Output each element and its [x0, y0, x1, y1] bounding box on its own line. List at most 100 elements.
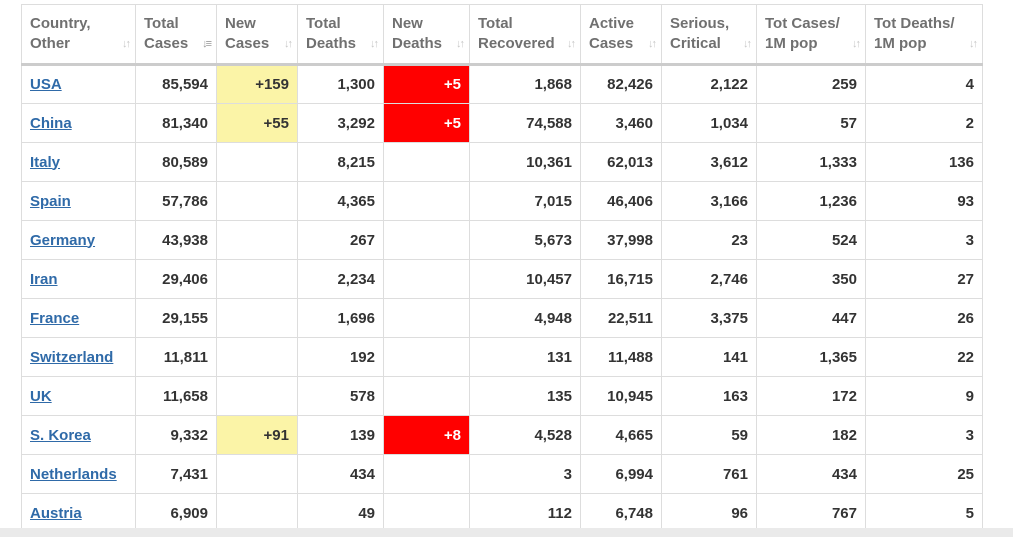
cell-total-cases: 7,431	[136, 455, 217, 494]
sort-icon[interactable]: ↓↑	[969, 34, 976, 54]
cell-tot-deaths-1m: 136	[866, 143, 983, 182]
cell-active-cases: 37,998	[581, 221, 662, 260]
cell-total-cases: 43,938	[136, 221, 217, 260]
sort-icon[interactable]: ↓↑	[122, 34, 129, 54]
cell-tot-cases-1m: 259	[757, 65, 866, 104]
cell-total-recovered: 4,948	[470, 299, 581, 338]
column-header-tot-cases-1m[interactable]: Tot Cases/ 1M pop ↓↑	[757, 5, 866, 65]
cell-active-cases: 10,945	[581, 377, 662, 416]
cell-tot-cases-1m: 1,365	[757, 338, 866, 377]
cell-country: Spain	[22, 182, 136, 221]
cell-total-recovered: 1,868	[470, 65, 581, 104]
cell-country: Netherlands	[22, 455, 136, 494]
country-link[interactable]: Spain	[30, 193, 71, 210]
table-row: Netherlands 7,431 434 3 6,994 761 434 25	[22, 455, 983, 494]
column-header-tot-deaths-1m[interactable]: Tot Deaths/ 1M pop ↓↑	[866, 5, 983, 65]
cell-total-cases: 9,332	[136, 416, 217, 455]
country-link[interactable]: Germany	[30, 232, 95, 249]
cell-total-deaths: 1,300	[298, 65, 384, 104]
covid-stats-table: Country, Other ↓↑ Total Cases ↓≡ New Cases ↓↑…	[21, 4, 983, 533]
cell-serious-critical: 59	[662, 416, 757, 455]
sort-icon[interactable]: ↓↑	[648, 34, 655, 54]
cell-new-cases	[217, 260, 298, 299]
cell-tot-cases-1m: 447	[757, 299, 866, 338]
country-link[interactable]: UK	[30, 388, 52, 405]
sort-icon[interactable]: ↓↑	[743, 34, 750, 54]
table-row: Germany 43,938 267 5,673 37,998 23 524 3	[22, 221, 983, 260]
cell-total-deaths: 49	[298, 494, 384, 533]
cell-total-cases: 29,155	[136, 299, 217, 338]
country-link[interactable]: Iran	[30, 271, 58, 288]
cell-total-deaths: 2,234	[298, 260, 384, 299]
sort-icon[interactable]: ↓↑	[852, 34, 859, 54]
covid-stats-table-container: Country, Other ↓↑ Total Cases ↓≡ New Cases ↓↑…	[21, 4, 982, 533]
column-header-label: Serious, Critical	[670, 15, 729, 52]
table-row: S. Korea 9,332 +91 139 +8 4,528 4,665 59 182 3	[22, 416, 983, 455]
table-row: UK 11,658 578 135 10,945 163 172 9	[22, 377, 983, 416]
cell-tot-deaths-1m: 25	[866, 455, 983, 494]
country-link[interactable]: Netherlands	[30, 466, 117, 483]
cell-total-deaths: 192	[298, 338, 384, 377]
column-header-total-deaths[interactable]: Total Deaths ↓↑	[298, 5, 384, 65]
column-header-country[interactable]: Country, Other ↓↑	[22, 5, 136, 65]
cell-country: France	[22, 299, 136, 338]
sort-icon[interactable]: ↓↑	[284, 34, 291, 54]
column-header-new-cases[interactable]: New Cases ↓↑	[217, 5, 298, 65]
table-row: Switzerland 11,811 192 131 11,488 141 1,365 22	[22, 338, 983, 377]
sort-descending-icon[interactable]: ↓≡	[202, 34, 210, 54]
cell-tot-cases-1m: 57	[757, 104, 866, 143]
column-header-total-cases[interactable]: Total Cases ↓≡	[136, 5, 217, 65]
cell-active-cases: 22,511	[581, 299, 662, 338]
column-header-label: Total Cases	[144, 15, 188, 52]
cell-country: UK	[22, 377, 136, 416]
cell-active-cases: 46,406	[581, 182, 662, 221]
cell-total-deaths: 8,215	[298, 143, 384, 182]
cell-total-recovered: 3	[470, 455, 581, 494]
column-header-label: Tot Cases/ 1M pop	[765, 15, 840, 52]
horizontal-scrollbar[interactable]	[0, 528, 1013, 537]
cell-serious-critical: 141	[662, 338, 757, 377]
cell-serious-critical: 761	[662, 455, 757, 494]
column-header-label: New Deaths	[392, 15, 442, 52]
cell-active-cases: 6,748	[581, 494, 662, 533]
cell-active-cases: 82,426	[581, 65, 662, 104]
cell-tot-cases-1m: 767	[757, 494, 866, 533]
column-header-serious-critical[interactable]: Serious, Critical ↓↑	[662, 5, 757, 65]
cell-serious-critical: 3,375	[662, 299, 757, 338]
cell-active-cases: 4,665	[581, 416, 662, 455]
country-link[interactable]: S. Korea	[30, 427, 91, 444]
cell-total-cases: 80,589	[136, 143, 217, 182]
cell-total-deaths: 434	[298, 455, 384, 494]
cell-tot-deaths-1m: 93	[866, 182, 983, 221]
cell-total-recovered: 112	[470, 494, 581, 533]
cell-tot-cases-1m: 182	[757, 416, 866, 455]
cell-tot-cases-1m: 350	[757, 260, 866, 299]
cell-tot-cases-1m: 524	[757, 221, 866, 260]
column-header-total-recovered[interactable]: Total Recovered ↓↑	[470, 5, 581, 65]
cell-new-deaths: +8	[384, 416, 470, 455]
sort-icon[interactable]: ↓↑	[370, 34, 377, 54]
cell-tot-deaths-1m: 26	[866, 299, 983, 338]
country-link[interactable]: China	[30, 115, 72, 132]
country-link[interactable]: Italy	[30, 154, 60, 171]
cell-country: Italy	[22, 143, 136, 182]
cell-total-recovered: 74,588	[470, 104, 581, 143]
cell-tot-deaths-1m: 22	[866, 338, 983, 377]
cell-new-deaths: +5	[384, 65, 470, 104]
cell-new-cases	[217, 299, 298, 338]
country-link[interactable]: France	[30, 310, 79, 327]
column-header-active-cases[interactable]: Active Cases ↓↑	[581, 5, 662, 65]
cell-new-cases	[217, 455, 298, 494]
cell-new-deaths	[384, 182, 470, 221]
country-link[interactable]: Austria	[30, 505, 82, 522]
cell-total-recovered: 4,528	[470, 416, 581, 455]
country-link[interactable]: Switzerland	[30, 349, 113, 366]
table-row: China 81,340 +55 3,292 +5 74,588 3,460 1,034 57 2	[22, 104, 983, 143]
sort-icon[interactable]: ↓↑	[456, 34, 463, 54]
column-header-new-deaths[interactable]: New Deaths ↓↑	[384, 5, 470, 65]
sort-icon[interactable]: ↓↑	[567, 34, 574, 54]
cell-total-cases: 85,594	[136, 65, 217, 104]
country-link[interactable]: USA	[30, 76, 62, 93]
cell-tot-deaths-1m: 27	[866, 260, 983, 299]
cell-total-deaths: 4,365	[298, 182, 384, 221]
